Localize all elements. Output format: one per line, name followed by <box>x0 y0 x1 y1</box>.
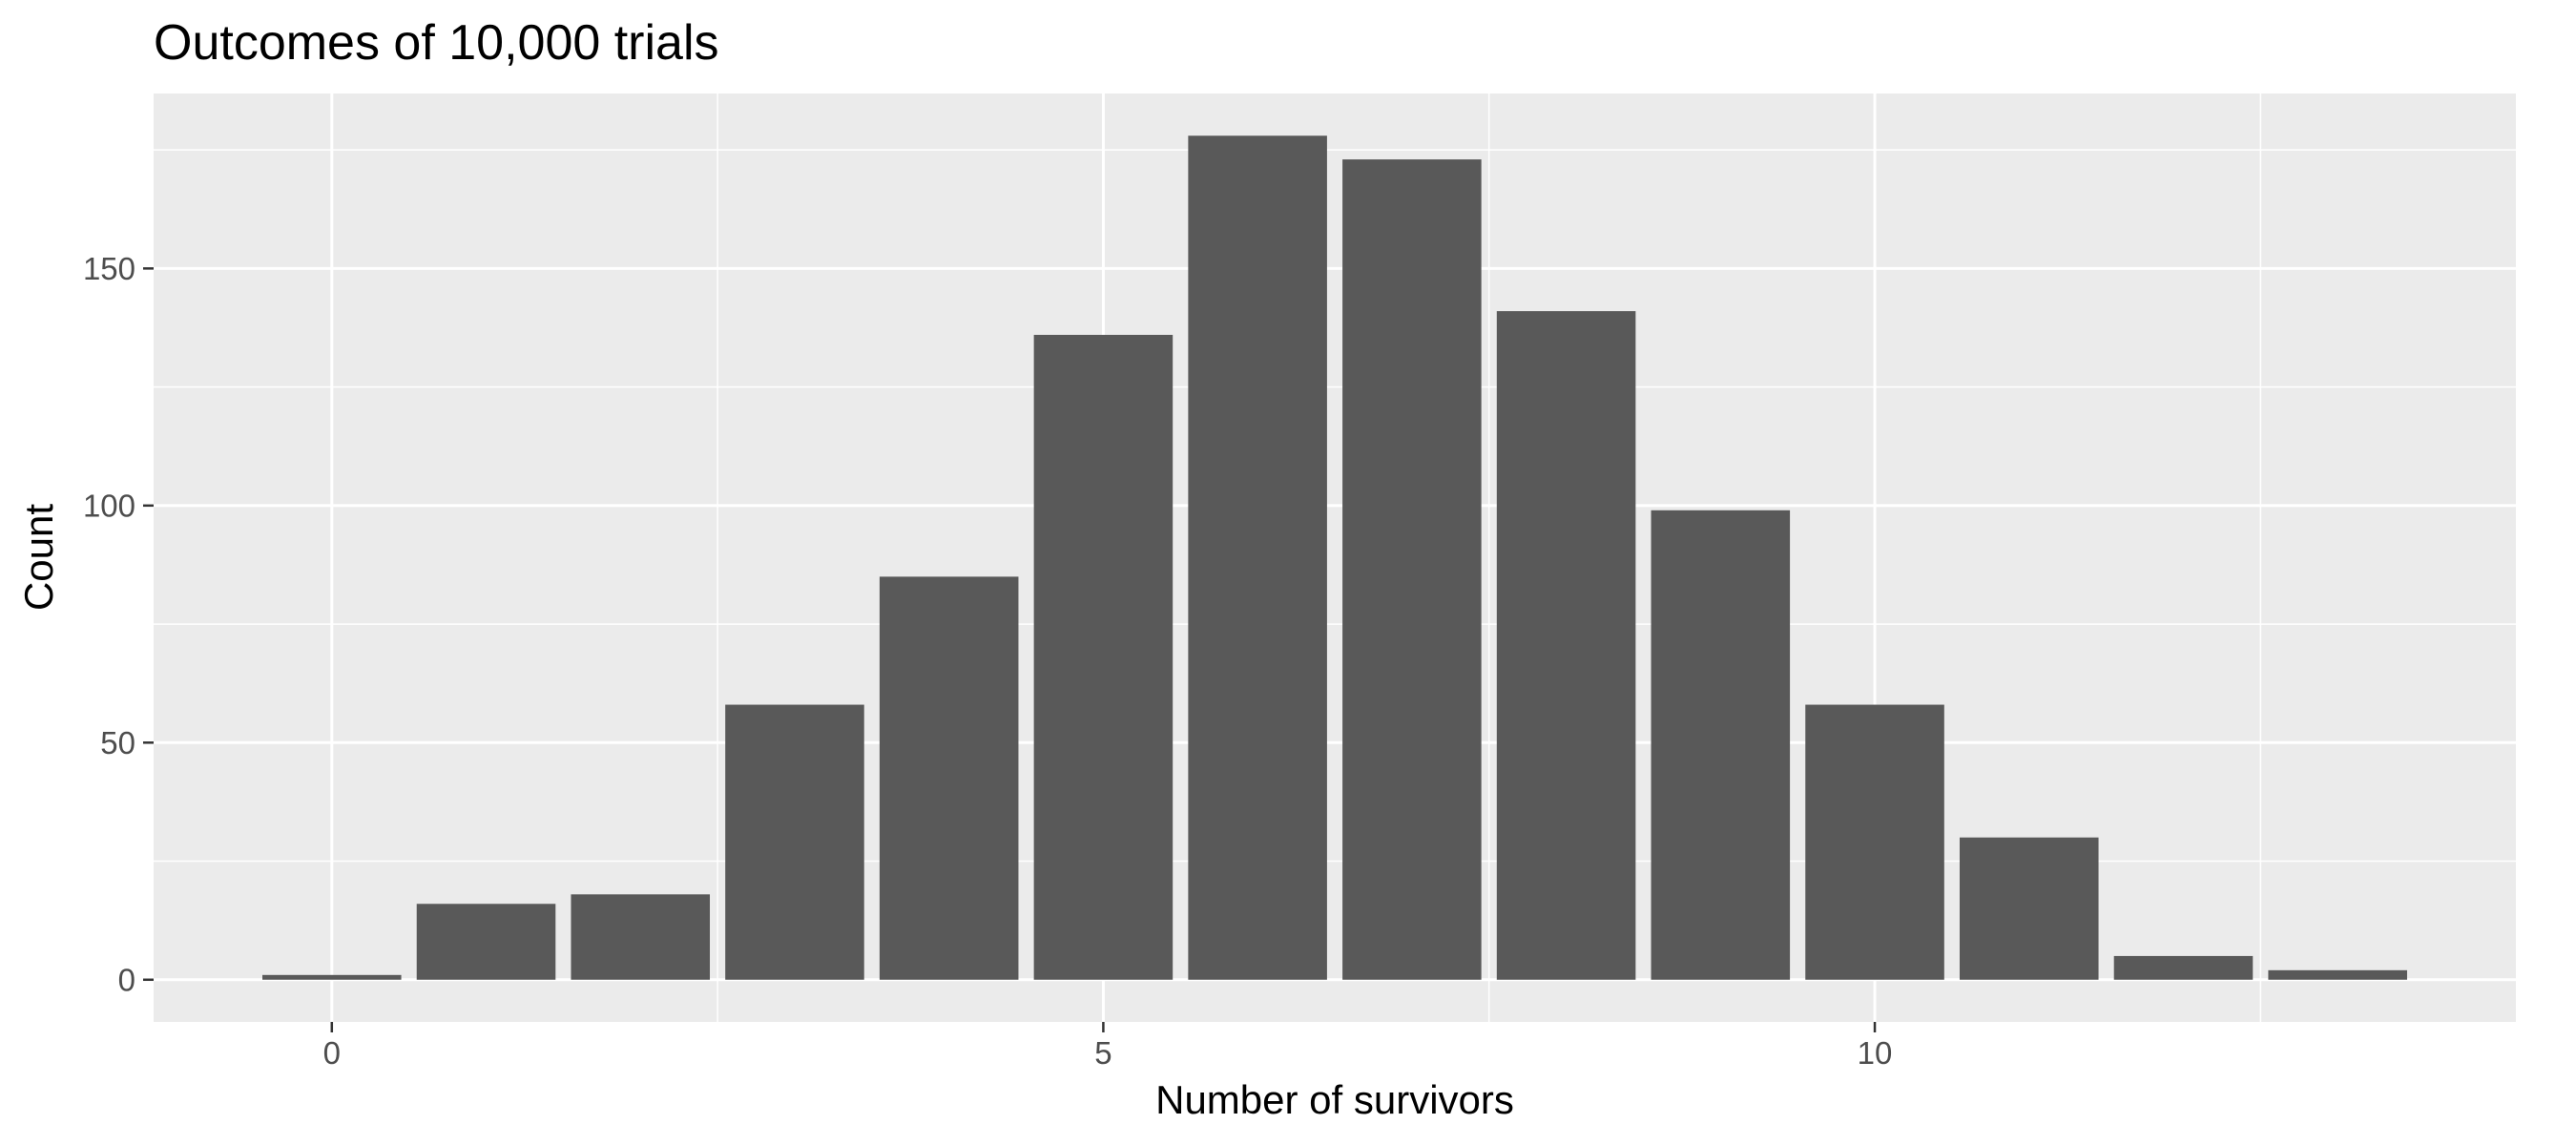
y-axis: 0 50 100 150 <box>83 251 154 997</box>
y-tick-label: 150 <box>83 251 135 286</box>
minor-gridlines <box>154 94 2516 1022</box>
bars <box>262 135 2407 980</box>
bar-10 <box>1805 704 1944 980</box>
x-axis-title: Number of survivors <box>1155 1077 1514 1122</box>
bar-0 <box>262 974 402 980</box>
y-tick-label: 0 <box>118 962 135 997</box>
x-tick-label: 5 <box>1094 1035 1111 1071</box>
plot-panel <box>154 94 2516 1022</box>
bar-8 <box>1496 311 1636 980</box>
bar-3 <box>725 704 864 980</box>
bar-12 <box>2113 955 2254 980</box>
x-tick-label: 0 <box>323 1035 341 1071</box>
bar-11 <box>1959 837 2099 980</box>
bar-13 <box>2268 969 2407 980</box>
x-tick-label: 10 <box>1858 1035 1893 1071</box>
bar-4 <box>879 576 1019 980</box>
bar-6 <box>1188 135 1327 980</box>
bar-9 <box>1651 510 1791 980</box>
bar-2 <box>571 894 711 980</box>
x-axis: 0 5 10 <box>323 1022 1893 1071</box>
bar-1 <box>416 904 556 980</box>
y-axis-title: Count <box>16 504 61 611</box>
chart-title: Outcomes of 10,000 trials <box>154 15 719 71</box>
bar-7 <box>1342 159 1482 980</box>
y-tick-label: 50 <box>100 725 135 760</box>
bar-5 <box>1033 334 1174 980</box>
y-tick-label: 100 <box>83 488 135 523</box>
